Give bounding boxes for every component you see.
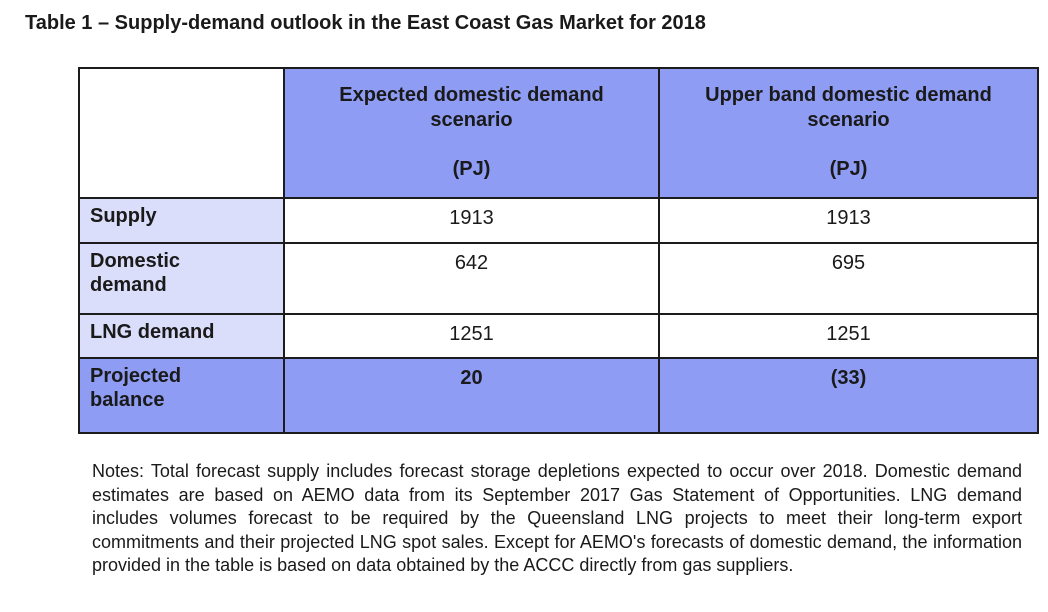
value-cell: 1251 [283, 313, 660, 359]
corner-cell [78, 67, 285, 199]
column-header-unit: (PJ) [829, 158, 868, 180]
column-header-unit: (PJ) [452, 158, 491, 180]
value-cell: 1913 [283, 197, 660, 244]
table-row-domestic-demand: Domestic demand 642 695 [78, 242, 1039, 315]
table-title: Table 1 – Supply-demand outlook in the E… [25, 12, 706, 34]
notes-paragraph: Notes: Total forecast supply includes fo… [92, 461, 1022, 575]
column-header-upper-band: Upper band domestic demand scenario (PJ) [658, 67, 1039, 199]
row-label: Projected balance [78, 357, 285, 434]
supply-demand-table: Expected domestic demand scenario (PJ) U… [78, 67, 1039, 434]
table-row-projected-balance: Projected balance 20 (33) [78, 357, 1039, 434]
column-header-label: Upper band domestic demand scenario [705, 84, 992, 131]
column-header-label: Expected domestic demand scenario [339, 84, 604, 131]
table-row-lng-demand: LNG demand 1251 1251 [78, 313, 1039, 359]
row-label: LNG demand [78, 313, 285, 359]
value-cell: 642 [283, 242, 660, 315]
value-cell: 1251 [658, 313, 1039, 359]
value-cell: (33) [658, 357, 1039, 434]
column-header-expected: Expected domestic demand scenario (PJ) [283, 67, 660, 199]
header-row: Expected domestic demand scenario (PJ) U… [78, 67, 1039, 199]
value-cell: 695 [658, 242, 1039, 315]
table-row-supply: Supply 1913 1913 [78, 197, 1039, 244]
row-label: Supply [78, 197, 285, 244]
value-cell: 20 [283, 357, 660, 434]
row-label: Domestic demand [78, 242, 285, 315]
value-cell: 1913 [658, 197, 1039, 244]
